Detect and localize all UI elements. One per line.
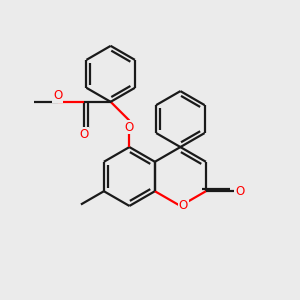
Text: O: O	[236, 185, 245, 198]
Text: O: O	[80, 128, 89, 141]
Text: O: O	[53, 89, 62, 102]
Text: O: O	[179, 200, 188, 212]
Text: O: O	[125, 121, 134, 134]
